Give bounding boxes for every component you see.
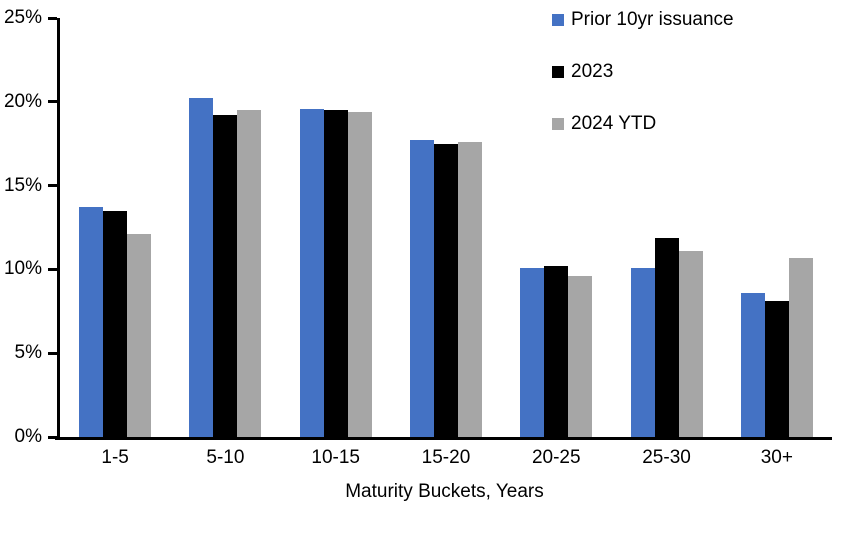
x-axis-line (55, 437, 832, 440)
y-axis-tick (48, 16, 57, 20)
x-axis-category-label-25-30: 25-30 (642, 447, 691, 468)
bar-2024-ytd-20-25 (568, 276, 593, 437)
bar-group-10-15 (281, 18, 391, 437)
legend-label-2023: 2023 (571, 61, 614, 82)
y-axis-tick-label: 15% (3, 174, 42, 196)
bar-prior-10yr-issuance-30 (740, 292, 765, 437)
legend-swatch-2023 (552, 66, 564, 78)
x-axis-category-label-20-25: 20-25 (531, 447, 581, 468)
legend-item-2024-ytd: 2024 YTD (552, 112, 734, 136)
y-axis-tick (48, 435, 57, 439)
bar-prior-10yr-issuance-5-10 (189, 98, 214, 437)
legend-swatch-2024-ytd (552, 118, 564, 130)
y-axis-tick-label: 20% (3, 90, 42, 112)
y-axis-tick-label: 5% (14, 342, 42, 364)
legend-item-prior-10yr-issuance: Prior 10yr issuance (552, 8, 734, 32)
bar-2023-15-20 (433, 143, 458, 437)
y-axis: 0% 5% 10% 15% 20% 25% (0, 8, 57, 447)
legend-label-prior-10yr-issuance: Prior 10yr issuance (571, 9, 734, 30)
bar-2023-5-10 (213, 115, 238, 437)
bar-prior-10yr-issuance-10-15 (299, 108, 324, 437)
bar-2023-20-25 (544, 266, 569, 437)
bar-prior-10yr-issuance-15-20 (409, 140, 434, 437)
bar-2023-30 (764, 301, 789, 437)
y-axis-tick (48, 267, 57, 271)
x-axis-title: Maturity Buckets, Years (345, 481, 544, 502)
bar-prior-10yr-issuance-1-5 (79, 207, 104, 437)
x-axis-category-label-30: 30+ (760, 447, 793, 468)
bar-2024-ytd-10-15 (347, 111, 372, 437)
bar-2023-10-15 (323, 110, 348, 437)
legend-swatch-prior-10yr-issuance (552, 14, 564, 26)
legend: Prior 10yr issuance 2023 2024 YTD (552, 8, 734, 164)
x-axis-category-label-15-20: 15-20 (421, 447, 471, 468)
bar-2024-ytd-5-10 (237, 110, 262, 437)
legend-item-2023: 2023 (552, 60, 734, 84)
legend-label-2024-ytd: 2024 YTD (571, 113, 657, 134)
bar-2023-1-5 (103, 210, 128, 437)
bar-2024-ytd-1-5 (127, 234, 152, 437)
bar-2024-ytd-15-20 (457, 142, 482, 437)
bar-group-30 (722, 18, 832, 437)
plot-area (60, 18, 832, 437)
x-axis-category-label-10-15: 10-15 (311, 447, 360, 468)
y-axis-tick-label: 10% (3, 258, 42, 280)
bar-2024-ytd-30 (788, 257, 813, 437)
y-axis-tick (48, 351, 57, 355)
x-axis-category-label-1-5: 1-5 (101, 447, 129, 468)
y-axis-tick-label: 25% (3, 7, 42, 28)
y-axis-tick-label: 0% (14, 426, 42, 447)
x-axis-category-label-5-10: 5-10 (206, 447, 245, 468)
bar-2023-25-30 (654, 237, 679, 437)
y-axis-line (57, 18, 60, 440)
x-axis: 1-5 5-10 10-15 15-20 20-25 25-30 30+ (60, 447, 832, 469)
bar-group-15-20 (391, 18, 501, 437)
bar-group-1-5 (60, 18, 170, 437)
bar-2024-ytd-25-30 (678, 250, 703, 437)
bar-group-25-30 (611, 18, 721, 437)
bar-prior-10yr-issuance-25-30 (630, 267, 655, 437)
bar-group-20-25 (501, 18, 611, 437)
bar-group-5-10 (170, 18, 280, 437)
bar-prior-10yr-issuance-20-25 (520, 267, 545, 437)
y-axis-tick (48, 184, 57, 188)
y-axis-tick (48, 100, 57, 104)
